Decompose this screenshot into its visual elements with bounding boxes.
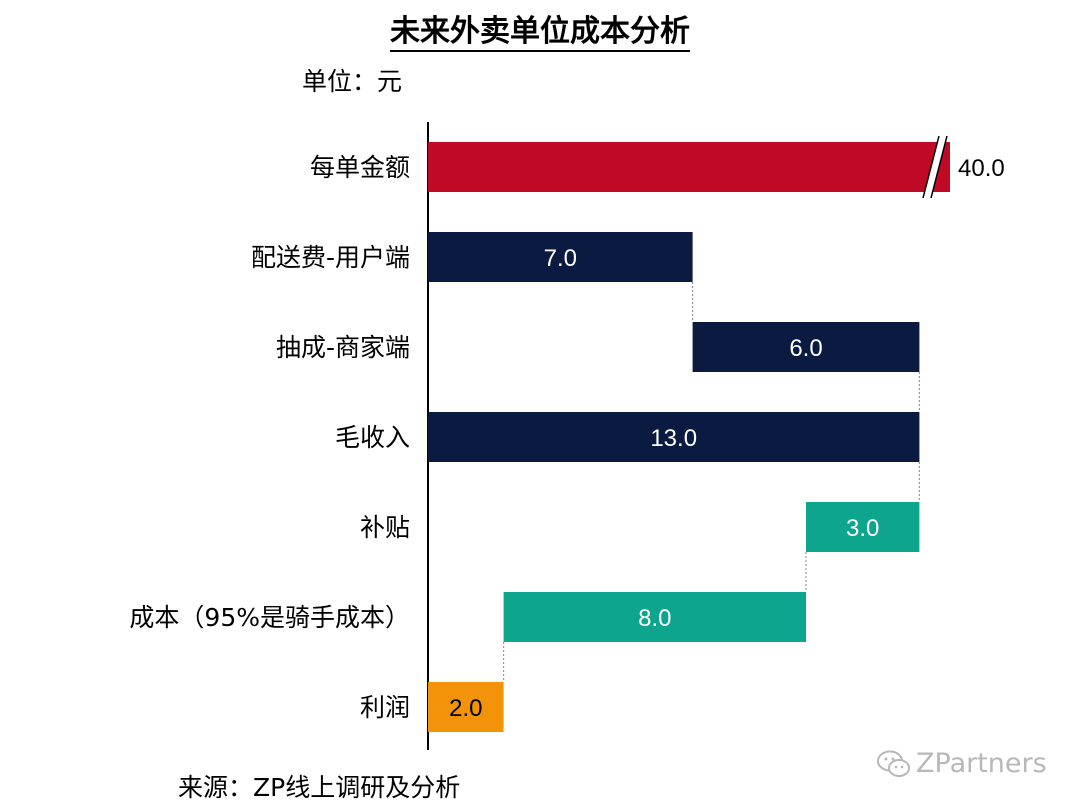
axis-break-line <box>922 135 940 199</box>
category-label: 毛收入 <box>335 423 410 452</box>
wechat-icon <box>877 750 910 777</box>
data-label: 3.0 <box>846 515 879 542</box>
data-label: 13.0 <box>650 425 697 452</box>
bar <box>428 412 920 462</box>
axis-break-gap <box>923 136 947 198</box>
category-label: 抽成-商家端 <box>276 333 410 362</box>
category-label: 每单金额 <box>310 153 410 182</box>
watermark: ZPartners <box>876 748 1047 779</box>
data-label: 7.0 <box>544 245 577 272</box>
category-label: 成本（95%是骑手成本） <box>129 603 410 632</box>
bar <box>428 682 504 732</box>
unit-label: 单位：元 <box>302 67 403 96</box>
bar <box>692 322 920 372</box>
bar <box>503 592 806 642</box>
bar <box>428 142 950 192</box>
data-label: 2.0 <box>449 695 482 722</box>
category-label: 配送费-用户端 <box>251 243 410 272</box>
source-note: 来源：ZP线上调研及分析 <box>178 773 461 802</box>
bar <box>806 502 920 552</box>
watermark-text: ZPartners <box>916 748 1047 779</box>
bar <box>428 232 693 282</box>
data-label: 40.0 <box>958 155 1005 182</box>
chart-title: 未来外卖单位成本分析 <box>0 6 1080 52</box>
data-label: 6.0 <box>789 335 822 362</box>
data-label: 8.0 <box>638 605 671 632</box>
category-label: 利润 <box>360 693 410 722</box>
axis-break-line <box>930 135 948 199</box>
category-label: 补贴 <box>360 513 410 542</box>
